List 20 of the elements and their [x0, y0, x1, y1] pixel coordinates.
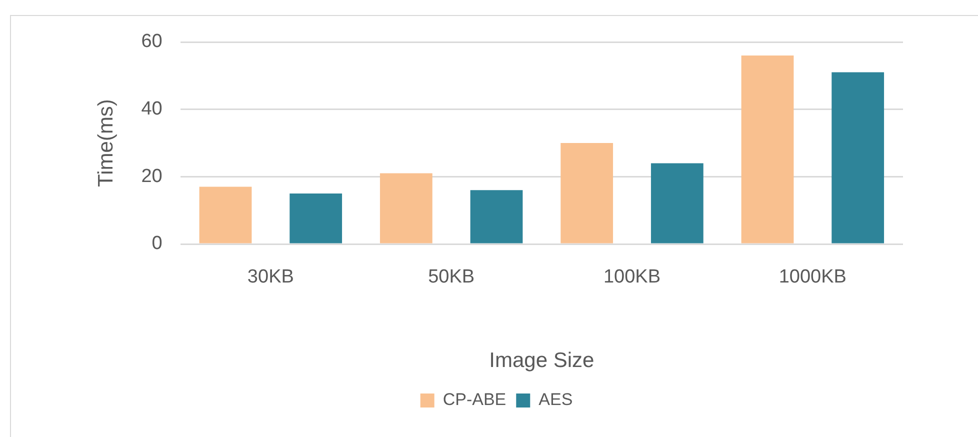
- y-tick-label: 0: [152, 233, 162, 254]
- x-tick-label: 100KB: [603, 266, 661, 288]
- bar: [199, 186, 252, 244]
- bar: [741, 55, 794, 244]
- y-axis-title: Time(ms): [94, 99, 118, 187]
- bar: [470, 190, 523, 244]
- bar: [560, 143, 614, 244]
- x-axis-title: Image Size: [489, 349, 594, 372]
- bar: [832, 72, 884, 244]
- bar: [650, 163, 704, 244]
- y-tick-label: 40: [141, 98, 162, 120]
- bar: [290, 194, 342, 244]
- x-tick-label: 50KB: [428, 266, 475, 288]
- x-tick-label: 1000KB: [778, 266, 846, 288]
- legend-label: AES: [538, 390, 573, 410]
- x-tick-label: 30KB: [247, 266, 294, 288]
- legend-label: CP-ABE: [442, 390, 506, 410]
- bar: [380, 173, 432, 244]
- y-tick-label: 20: [141, 166, 162, 187]
- y-tick-label: 60: [141, 31, 162, 52]
